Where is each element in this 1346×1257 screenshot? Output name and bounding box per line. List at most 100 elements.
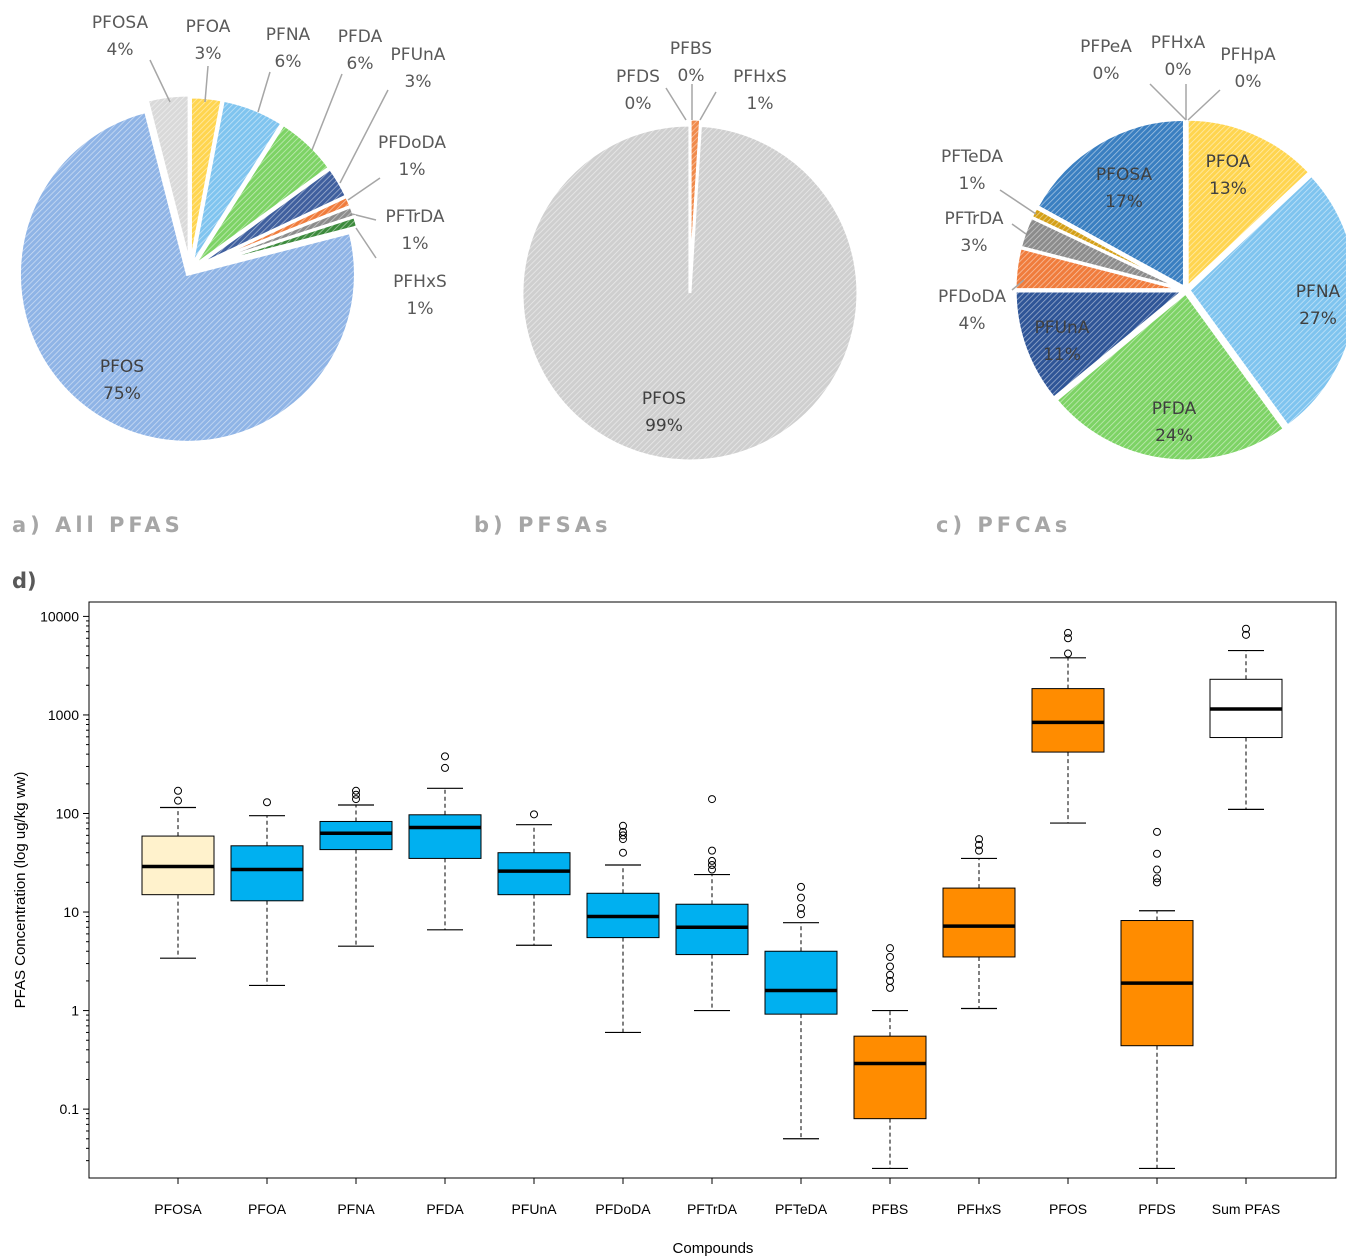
outlier-point	[174, 796, 182, 805]
outlier-point	[797, 910, 805, 919]
pie-label-value-pfpea: 0%	[1093, 64, 1120, 84]
y-tick-label: 1000	[48, 707, 79, 723]
pie-slice-pfhxs	[194, 214, 360, 271]
outlier-point	[975, 835, 983, 844]
pie-slice-pfna	[1186, 173, 1346, 429]
x-tick-label-pfbs: PFBS	[872, 1201, 909, 1217]
outlier-point	[708, 865, 716, 874]
y-tick-label: 1	[71, 1003, 79, 1019]
leader-line-pftrda	[1011, 223, 1027, 235]
pie-label-value-pfna: 6%	[275, 52, 302, 72]
pie-label-value-pftrda: 1%	[402, 234, 429, 254]
box-pfuna	[497, 810, 571, 946]
panel-title-d: d)	[12, 569, 37, 593]
outlier-point	[708, 846, 716, 855]
pie-label-name-pfhxs: PFHxS	[733, 67, 787, 87]
pie-label-value-pfds: 0%	[625, 94, 652, 114]
pie-label-value-pftrda: 3%	[961, 236, 988, 256]
pie-label-name-pfna: PFNA	[266, 25, 311, 45]
box-iqr	[497, 852, 571, 896]
outlier-point	[1064, 628, 1072, 637]
pie-label-value-pfda: 24%	[1155, 426, 1193, 446]
leader-line-pftrda	[351, 213, 377, 221]
pie-label-name-pfoa: PFOA	[1206, 152, 1251, 172]
pie-chart-pfcas: PFOA 13% PFNA 27% PFDA 24% PFUnA 11% PFDoDA 4% PFT…	[938, 33, 1346, 463]
leader-line-pfdoda	[1011, 279, 1025, 291]
slice-hatch-pfosa	[1037, 119, 1185, 288]
pie-label-value-pfbs: 0%	[678, 66, 705, 86]
x-tick-label-pfteda: PFTeDA	[775, 1201, 828, 1217]
box-pfna	[319, 786, 393, 947]
x-tick-label-pfna: PFNA	[337, 1201, 375, 1217]
leader-line-pfteda	[999, 189, 1037, 215]
pie-slice-pfosa	[1035, 117, 1186, 290]
outlier-point	[708, 856, 716, 865]
pie-label-value-pfhxs: 1%	[407, 299, 434, 319]
outlier-point	[263, 798, 271, 807]
leader-line-pfhxs	[699, 91, 717, 121]
y-tick-label: 0.1	[60, 1101, 80, 1117]
box-pfda	[408, 752, 482, 931]
slice-hatch-pfna	[191, 100, 282, 266]
outlier-point	[1153, 827, 1161, 836]
box-pftrda	[675, 795, 749, 1012]
pie-label-value-pfoa: 13%	[1209, 179, 1247, 199]
slice-hatch-pfuna	[194, 168, 347, 268]
y-tick-label: 10	[63, 904, 79, 920]
slice-hatch-pfoa	[190, 97, 222, 266]
slice-hatch-pfhxs	[194, 216, 358, 269]
pie-chart-all-pfas: PFOA 3% PFNA 6% PFDA 6% PFUnA 3% PFDoDA 1% PFTrDA 1…	[17, 13, 447, 444]
outlier-point	[1242, 624, 1250, 633]
panel-title-b: b) PFSAs	[474, 513, 612, 537]
box-pfosa	[141, 786, 215, 959]
pie-label-name-pfuna: PFUnA	[391, 45, 446, 65]
pie-label-value-pfuna: 11%	[1043, 345, 1081, 365]
outlier-point	[1064, 649, 1072, 658]
slice-hatch-pfda	[1056, 292, 1285, 461]
outlier-point	[886, 983, 894, 992]
outlier-point	[619, 848, 627, 857]
outlier-point	[886, 970, 894, 979]
box-pfos	[1031, 628, 1105, 824]
outlier-point	[619, 831, 627, 840]
pie-label-value-pfhxs: 1%	[747, 94, 774, 114]
box-sum-pfas	[1209, 624, 1283, 811]
outlier-point	[886, 962, 894, 971]
box-iqr	[853, 1035, 927, 1120]
pie-label-value-pfna: 27%	[1299, 309, 1337, 329]
panel-title-c: c) PFCAs	[936, 513, 1071, 537]
outlier-point	[797, 882, 805, 891]
outlier-point	[619, 827, 627, 836]
pie-label-value-pfoa: 3%	[195, 44, 222, 64]
leader-line-pfna	[257, 71, 271, 113]
pie-label-value-pfdoda: 1%	[399, 160, 426, 180]
x-tick-label-pfos: PFOS	[1049, 1201, 1087, 1217]
pie-label-value-pfda: 6%	[347, 54, 374, 74]
outlier-point	[1153, 865, 1161, 874]
pie-label-value-pfos: 99%	[645, 416, 683, 436]
pie-label-value-pfosa: 4%	[107, 40, 134, 60]
x-tick-label-pfosa: PFOSA	[154, 1201, 202, 1217]
leader-line-pfoa	[204, 65, 209, 103]
pie-label-name-pfoa: PFOA	[186, 17, 231, 37]
pie-slice-pfna	[190, 98, 284, 267]
pie-label-value-pfuna: 3%	[405, 72, 432, 92]
pie-label-value-pfdoda: 4%	[959, 314, 986, 334]
outlier-point	[975, 840, 983, 849]
leader-line-pfhxs	[355, 227, 377, 259]
pie-label-name-pfhxs: PFHxS	[393, 272, 447, 292]
outlier-point	[1153, 874, 1161, 883]
outlier-point	[530, 810, 538, 819]
boxplot-chart: 0.1 1 10 100 1000 10000 PFOSA PFOA PFNA PFDA PFUn…	[12, 601, 1337, 1257]
pie-label-value-pfos: 75%	[103, 384, 141, 404]
x-tick-label-pfda: PFDA	[426, 1201, 464, 1217]
x-tick-label-pfhxs: PFHxS	[957, 1201, 1001, 1217]
box-iqr	[942, 887, 1016, 958]
leader-line-pfhpa	[1187, 89, 1221, 121]
x-tick-label-pfoa: PFOA	[248, 1201, 287, 1217]
outlier-point	[441, 752, 449, 761]
pie-label-name-pfdoda: PFDoDA	[378, 133, 446, 153]
outlier-point	[886, 976, 894, 985]
outlier-point	[708, 861, 716, 870]
outlier-point	[352, 786, 360, 795]
